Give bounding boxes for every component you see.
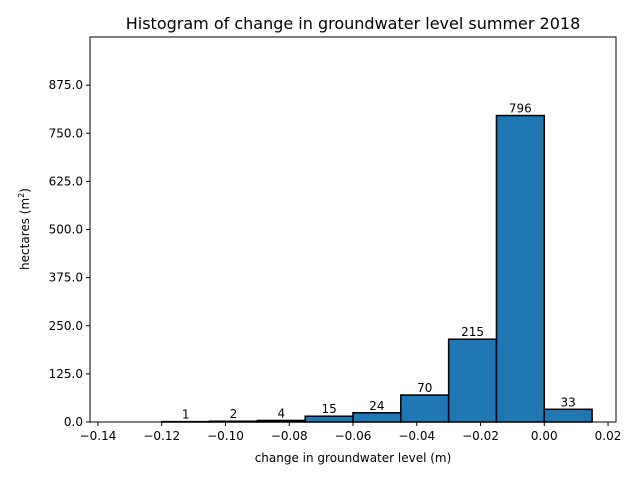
x-tick-label: −0.06 — [335, 429, 372, 443]
y-tick-label: 125.0 — [49, 367, 83, 381]
x-tick-label: −0.14 — [80, 429, 117, 443]
bar-value-label: 796 — [509, 102, 532, 116]
bar-value-label: 4 — [277, 406, 285, 420]
y-tick-label: 875.0 — [49, 78, 83, 92]
bar-value-label: 24 — [369, 399, 384, 413]
bar-value-label: 2 — [230, 407, 238, 421]
y-tick-label: 750.0 — [49, 126, 83, 140]
histogram-bar — [304, 415, 354, 423]
x-tick-label: −0.12 — [143, 429, 180, 443]
y-tick-label: 0.0 — [64, 415, 83, 429]
histogram-bar — [543, 408, 593, 423]
x-tick-label: −0.02 — [462, 429, 499, 443]
bar-value-label: 33 — [561, 395, 576, 409]
histogram-bar — [352, 412, 402, 423]
x-axis-label: change in groundwater level (m) — [255, 451, 452, 465]
y-tick-label: 625.0 — [49, 174, 83, 188]
x-axis: −0.14 −0.12 −0.10 −0.08 −0.06 −0.04 −0.02 0.00 0… — [80, 422, 622, 443]
histogram-bar — [447, 338, 498, 423]
x-tick-label: −0.08 — [271, 429, 308, 443]
bar-value-label: 1 — [182, 408, 190, 422]
x-tick-label: −0.10 — [207, 429, 244, 443]
y-tick-label: 500.0 — [49, 223, 83, 237]
y-tick-label: 375.0 — [49, 271, 83, 285]
x-tick-label: −0.04 — [398, 429, 435, 443]
histogram-bar — [495, 114, 546, 423]
bar-value-label: 215 — [461, 325, 484, 339]
x-tick-label: 0.00 — [531, 429, 558, 443]
y-axis: 0.0 125.0 250.0 375.0 500.0 625.0 750.0 875.0 — [49, 78, 90, 429]
bars-group — [160, 114, 593, 423]
histogram-bar — [400, 394, 450, 423]
x-tick-label: 0.02 — [595, 429, 622, 443]
y-tick-label: 250.0 — [49, 319, 83, 333]
bar-value-label: 70 — [417, 381, 432, 395]
y-axis-label: hectares (m2) — [17, 188, 32, 270]
bar-value-label: 15 — [321, 402, 336, 416]
chart-title: Histogram of change in groundwater level… — [126, 14, 581, 33]
